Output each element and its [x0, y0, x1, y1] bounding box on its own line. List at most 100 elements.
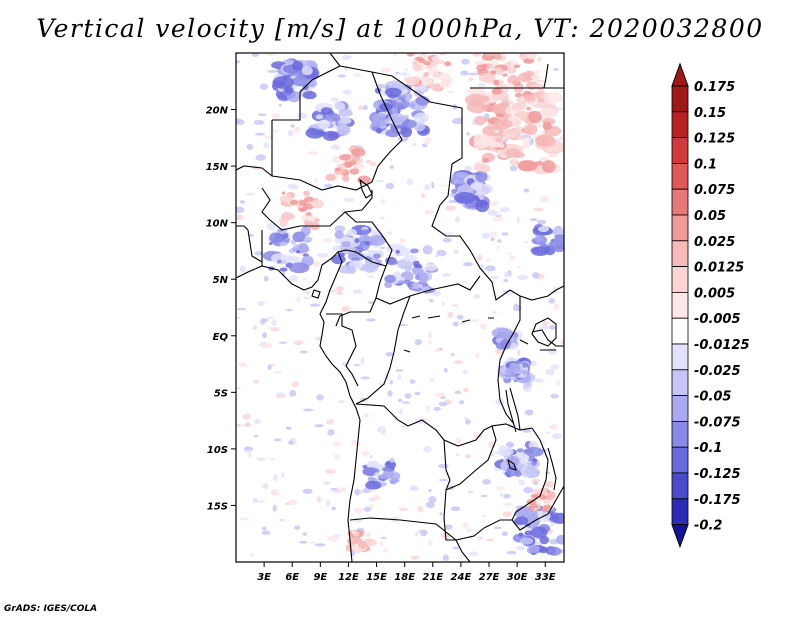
velocity-cell: [533, 248, 540, 252]
velocity-cell: [497, 211, 501, 217]
velocity-cell: [339, 117, 352, 125]
velocity-cell: [385, 259, 398, 266]
velocity-cell: [304, 196, 314, 203]
velocity-cell: [291, 76, 310, 87]
velocity-cell: [253, 434, 259, 438]
velocity-cell: [337, 122, 347, 128]
colorbar-segment: [671, 343, 689, 371]
velocity-cell: [496, 244, 500, 251]
velocity-cell: [491, 311, 498, 314]
velocity-cell: [267, 69, 278, 73]
velocity-cell: [480, 322, 487, 330]
colorbar-label: 0.125: [694, 132, 735, 147]
colorbar-label: 0.05: [694, 209, 726, 224]
border-mozambique: [511, 427, 564, 531]
velocity-cell: [515, 545, 525, 551]
velocity-cell: [439, 512, 443, 516]
border-north-east: [470, 63, 564, 89]
velocity-cell: [330, 487, 338, 491]
velocity-cell: [523, 188, 530, 193]
velocity-cell: [384, 87, 402, 97]
lat-tick-label: 15N: [206, 162, 229, 173]
velocity-cell: [509, 165, 518, 172]
velocity-cell: [382, 466, 393, 472]
velocity-cell: [285, 426, 292, 431]
velocity-cell: [533, 481, 539, 485]
velocity-cell: [455, 437, 462, 445]
colorbar-label: -0.075: [694, 415, 741, 430]
velocity-cell: [516, 265, 522, 269]
colorbar-label: -0.175: [694, 493, 741, 508]
velocity-cell: [514, 92, 523, 98]
velocity-cell: [506, 441, 515, 448]
velocity-cell: [524, 38, 535, 45]
colorbar-label: 0.0125: [694, 261, 744, 276]
velocity-cell: [493, 526, 502, 530]
colorbar-label: -0.1: [694, 441, 722, 456]
velocity-cell: [494, 348, 505, 355]
velocity-cell: [300, 215, 311, 221]
velocity-cell: [405, 76, 420, 85]
velocity-cell: [267, 326, 275, 329]
velocity-cell: [424, 137, 432, 144]
velocity-cell: [351, 529, 357, 535]
velocity-cell: [365, 480, 382, 490]
colorbar-segment: [671, 85, 689, 113]
velocity-cell: [403, 254, 417, 263]
velocity-cell: [376, 83, 385, 89]
velocity-cell: [491, 61, 499, 66]
velocity-cell: [481, 157, 490, 163]
velocity-cell: [475, 199, 490, 213]
velocity-cell: [282, 254, 293, 261]
velocity-cell: [503, 493, 511, 499]
velocity-cell: [341, 240, 351, 248]
map-title: Vertical velocity [m/s] at 1000hPa, VT: …: [36, 14, 764, 43]
velocity-cell: [408, 283, 413, 288]
velocity-cell: [360, 357, 365, 364]
velocity-cell: [341, 208, 346, 214]
velocity-cell: [328, 119, 334, 123]
colorbar-segment: [671, 162, 689, 190]
velocity-cell: [468, 72, 479, 76]
velocity-cell: [301, 277, 308, 281]
velocity-cell: [322, 238, 333, 243]
velocity-cell: [434, 254, 439, 258]
border-algeria-mali: [329, 53, 463, 109]
lon-tick-label: 12E: [338, 572, 359, 583]
colorbar-segment: [671, 291, 689, 319]
velocity-cell: [314, 177, 319, 184]
velocity-cell: [503, 278, 509, 283]
velocity-cell: [389, 159, 393, 162]
velocity-cell: [441, 302, 445, 306]
velocity-cell: [365, 159, 372, 164]
velocity-cell: [487, 202, 498, 206]
colorbar-top-arrow: [671, 62, 689, 87]
velocity-cell: [364, 532, 372, 538]
velocity-cell: [263, 482, 269, 490]
velocity-cell: [523, 468, 534, 476]
velocity-cell: [517, 135, 523, 140]
velocity-cell: [492, 108, 498, 114]
velocity-cell: [404, 265, 413, 272]
velocity-cell: [264, 317, 276, 320]
colorbar-label: -0.125: [694, 467, 741, 482]
velocity-cell: [270, 489, 280, 496]
velocity-cell: [389, 457, 395, 464]
velocity-cell: [362, 245, 369, 250]
colorbar-segment: [671, 137, 689, 164]
velocity-cell: [390, 478, 400, 484]
velocity-cell: [444, 81, 450, 85]
velocity-cell: [476, 95, 490, 102]
velocity-cell: [522, 363, 527, 368]
velocity-cell: [450, 352, 455, 357]
velocity-cell: [322, 112, 341, 122]
velocity-cell: [274, 371, 282, 374]
velocity-cell: [272, 128, 279, 134]
velocity-cell: [473, 163, 489, 172]
velocity-cell: [532, 507, 538, 511]
velocity-cell: [315, 114, 324, 120]
velocity-cell: [236, 60, 241, 64]
velocity-cell: [236, 387, 242, 390]
velocity-cell: [389, 297, 397, 300]
velocity-cell: [547, 347, 558, 355]
